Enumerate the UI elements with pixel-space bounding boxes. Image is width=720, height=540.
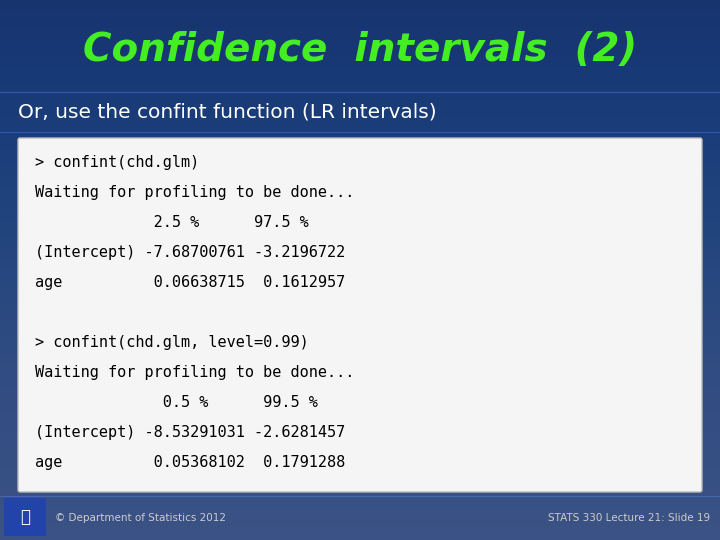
Text: STATS 330 Lecture 21: Slide 19: STATS 330 Lecture 21: Slide 19 (548, 513, 710, 523)
Text: (Intercept) -7.68700761 -3.2196722: (Intercept) -7.68700761 -3.2196722 (35, 245, 346, 260)
Text: Confidence  intervals  (2): Confidence intervals (2) (83, 31, 637, 69)
Text: Waiting for profiling to be done...: Waiting for profiling to be done... (35, 185, 354, 200)
Text: age          0.06638715  0.1612957: age 0.06638715 0.1612957 (35, 275, 346, 290)
Text: age          0.05368102  0.1791288: age 0.05368102 0.1791288 (35, 455, 346, 470)
Text: © Department of Statistics 2012: © Department of Statistics 2012 (55, 513, 226, 523)
FancyBboxPatch shape (18, 138, 702, 492)
Text: 0.5 %      99.5 %: 0.5 % 99.5 % (35, 395, 318, 410)
FancyBboxPatch shape (4, 498, 46, 536)
Text: Or, use the confint function (LR intervals): Or, use the confint function (LR interva… (18, 103, 436, 122)
Text: 2.5 %      97.5 %: 2.5 % 97.5 % (35, 215, 309, 230)
Text: 🏛: 🏛 (20, 508, 30, 526)
Text: > confint(chd.glm, level=0.99): > confint(chd.glm, level=0.99) (35, 335, 309, 350)
Text: > confint(chd.glm): > confint(chd.glm) (35, 155, 199, 170)
Text: Waiting for profiling to be done...: Waiting for profiling to be done... (35, 365, 354, 380)
Text: (Intercept) -8.53291031 -2.6281457: (Intercept) -8.53291031 -2.6281457 (35, 425, 346, 440)
